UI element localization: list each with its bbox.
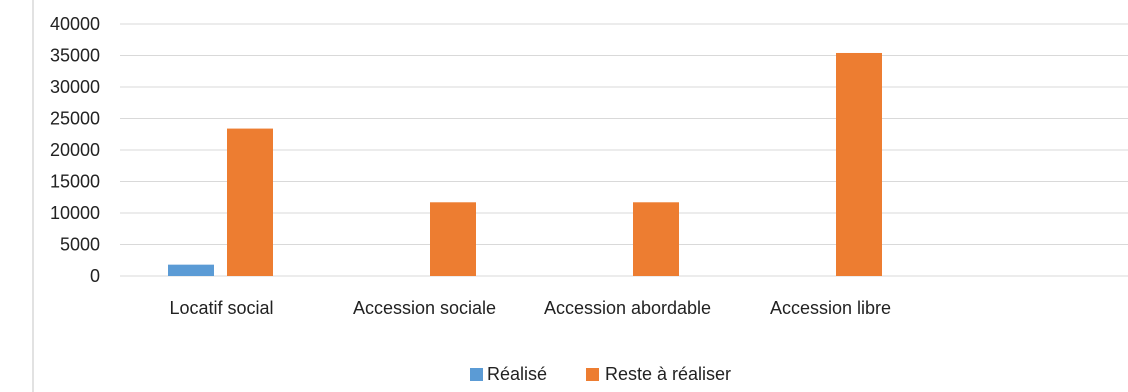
legend-swatch-1: [586, 368, 599, 381]
x-tick-label-3: Accession libre: [770, 298, 891, 318]
y-tick-label-5000: 5000: [60, 235, 100, 255]
bar-realise-0: [168, 264, 214, 276]
y-tick-label-0: 0: [90, 266, 100, 286]
y-tick-label-20000: 20000: [50, 140, 100, 160]
bar-reste-a-realiser-3: [836, 52, 882, 277]
bar-reste-a-realiser-2: [633, 202, 679, 276]
y-tick-label-35000: 35000: [50, 46, 100, 66]
bar-reste-a-realiser-0: [227, 128, 273, 276]
y-tick-label-40000: 40000: [50, 14, 100, 34]
x-tick-label-0: Locatif social: [169, 298, 273, 318]
legend-swatch-0: [470, 368, 483, 381]
legend-label-1: Reste à réaliser: [605, 364, 731, 384]
legend-label-0: Réalisé: [487, 364, 547, 384]
y-tick-label-30000: 30000: [50, 77, 100, 97]
bar-reste-a-realiser-1: [430, 202, 476, 276]
x-tick-label-2: Accession abordable: [544, 298, 711, 318]
y-tick-label-25000: 25000: [50, 109, 100, 129]
y-tick-label-10000: 10000: [50, 203, 100, 223]
x-tick-label-1: Accession sociale: [353, 298, 496, 318]
y-tick-label-15000: 15000: [50, 172, 100, 192]
